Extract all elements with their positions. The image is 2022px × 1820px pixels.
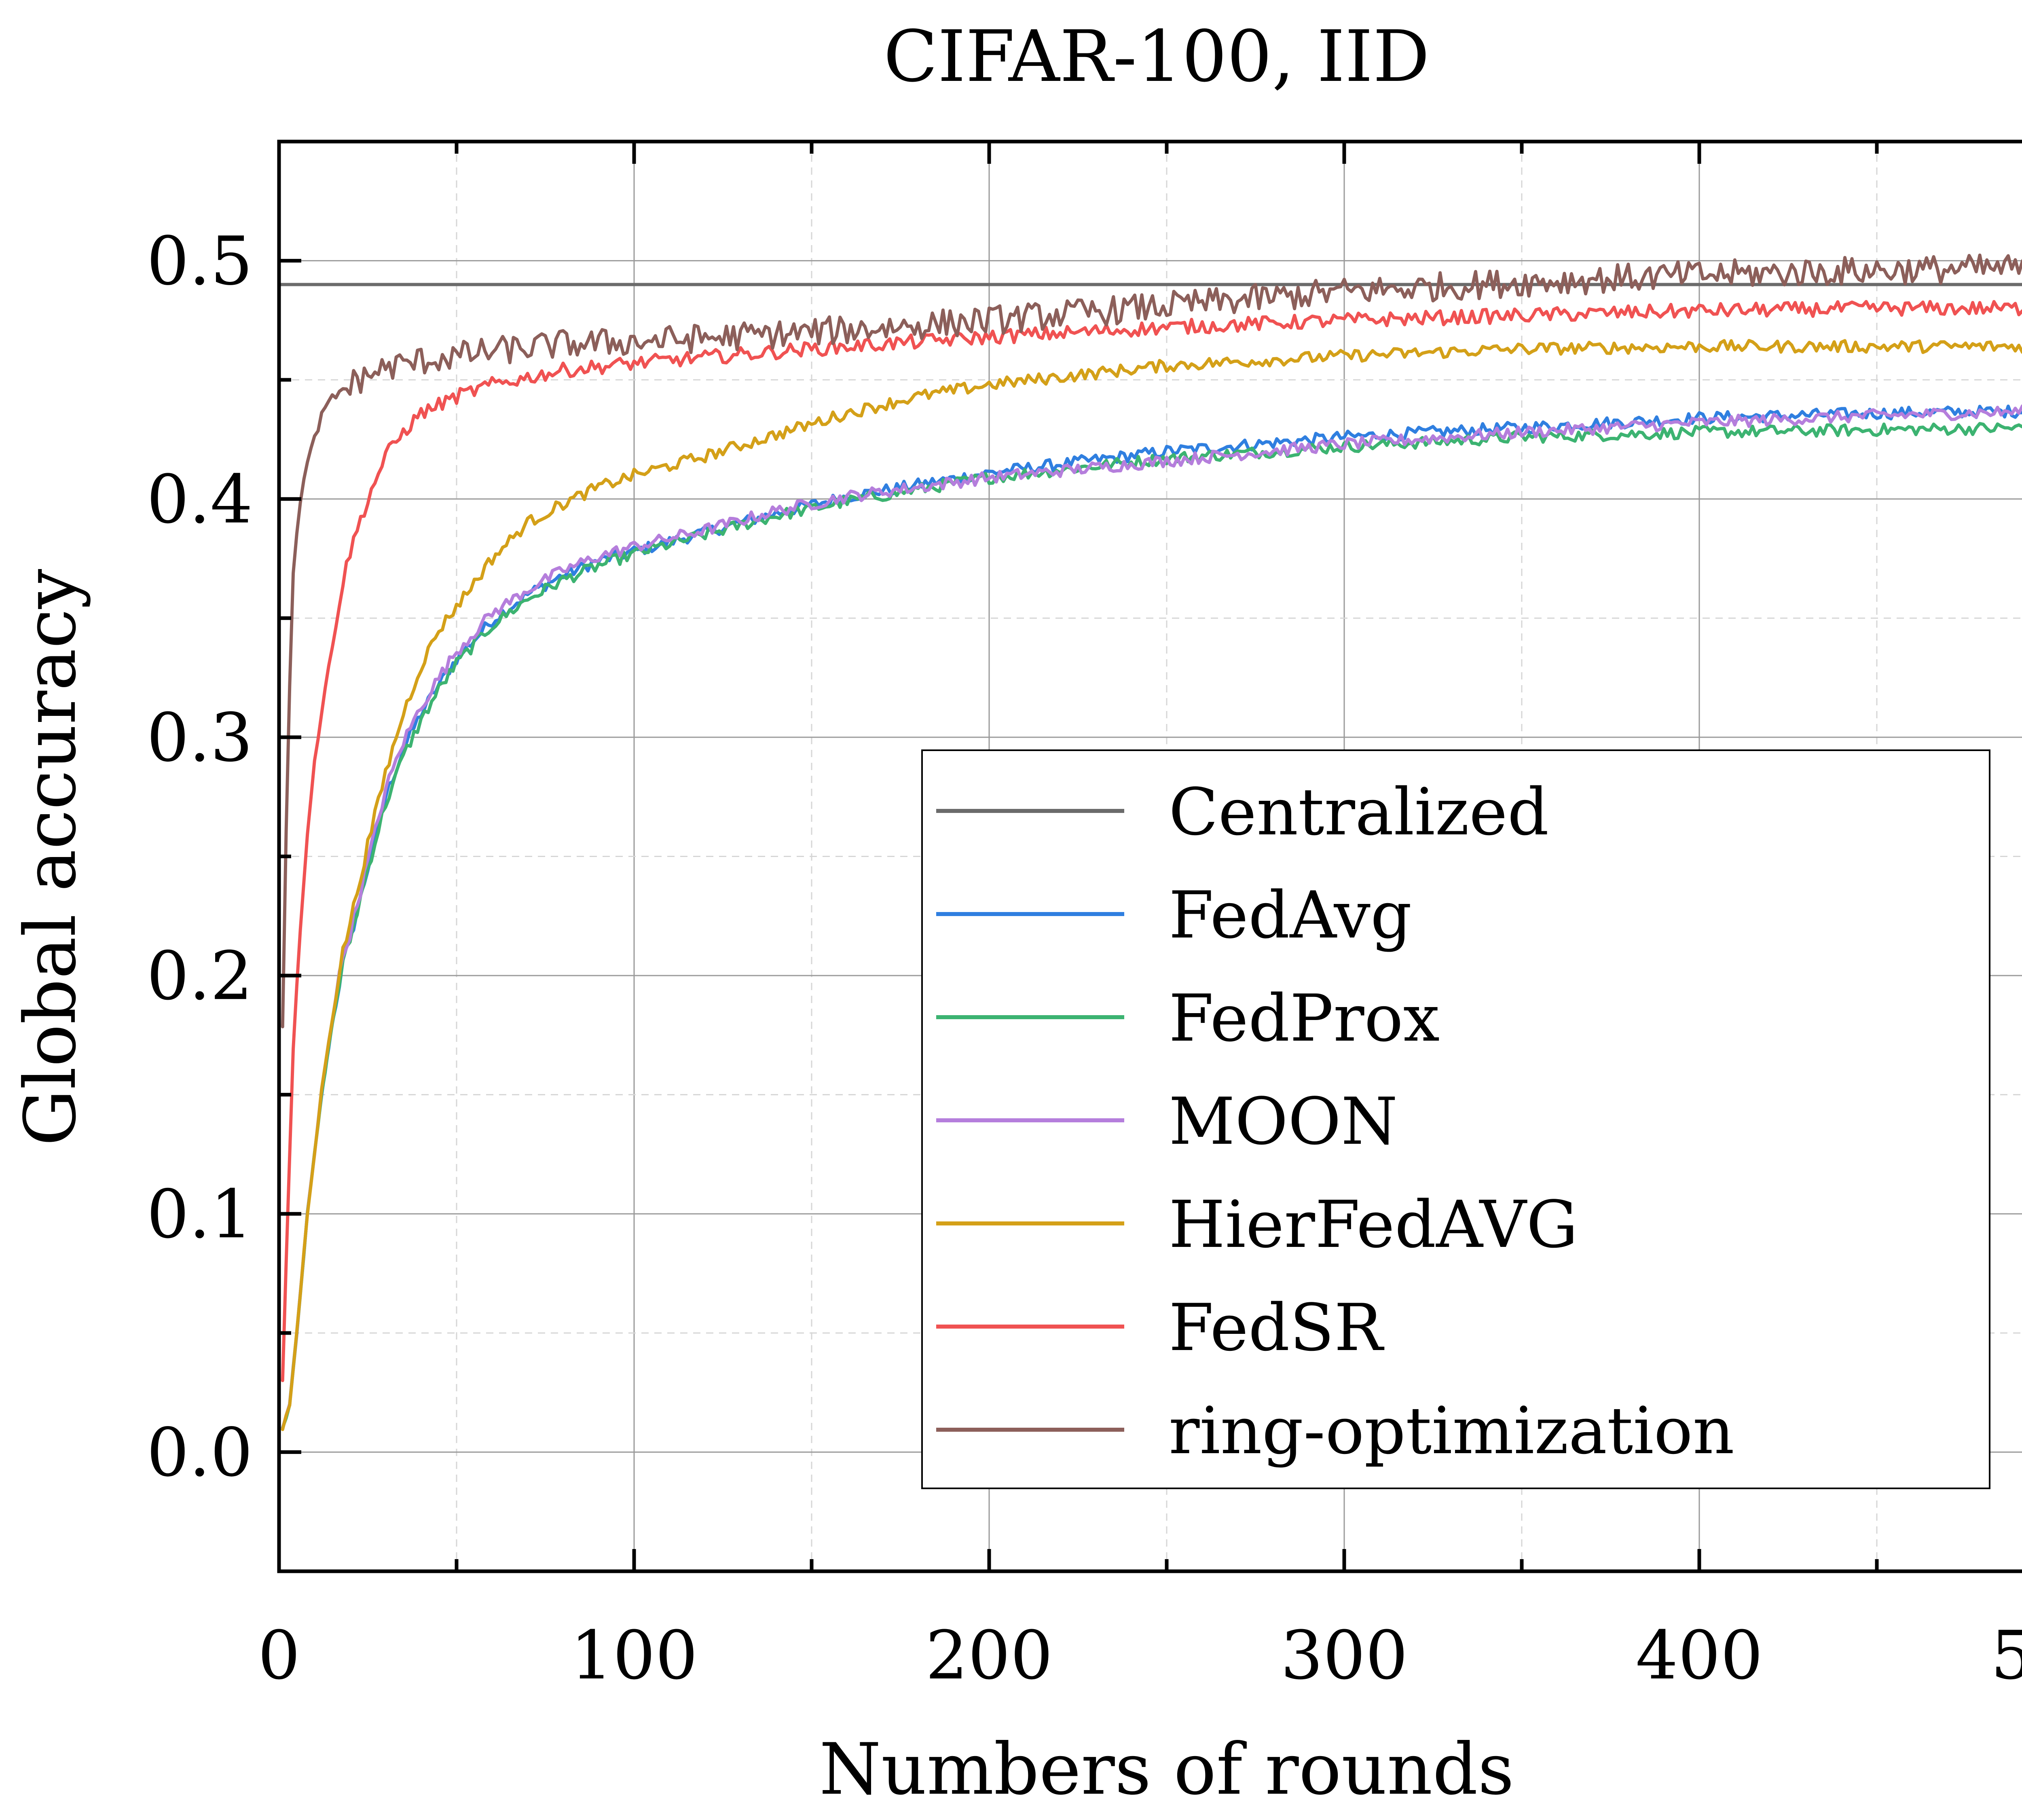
legend-label-fedprox: FedProx (1169, 980, 1440, 1056)
legend-label-centralized: Centralized (1169, 774, 1549, 850)
legend-label-fedavg: FedAvg (1169, 877, 1412, 953)
x-tick-labels: 0 100 200 300 400 500 (258, 1617, 2022, 1694)
y-tick-label: 0.1 (147, 1175, 253, 1253)
x-tick-label: 300 (1281, 1617, 1408, 1694)
legend-label-hierfedavg: HierFedAVG (1169, 1187, 1578, 1262)
series-line-fedavg (281, 404, 2022, 1430)
x-tick-label: 500 (1991, 1617, 2022, 1694)
series-group (277, 253, 2022, 1431)
grid (279, 142, 2022, 1571)
x-axis-label: Numbers of rounds (819, 1729, 1514, 1811)
series-line-moon (281, 404, 2022, 1431)
legend-label-moon: MOON (1169, 1084, 1398, 1159)
y-axis-label: Global accuracy (10, 569, 92, 1146)
legend-label-ring-optimization: ring-optimization (1169, 1393, 1734, 1469)
x-tick-label: 200 (926, 1617, 1053, 1694)
series-line-ring-optimization (281, 253, 2022, 1029)
y-tick-labels: 0.0 0.1 0.2 0.3 0.4 0.5 (147, 222, 253, 1492)
y-tick-label: 0.3 (147, 699, 253, 777)
y-tick-label: 0.2 (147, 937, 253, 1015)
legend-label-fedsr: FedSR (1169, 1290, 1385, 1365)
y-tick-label: 0.4 (147, 461, 253, 538)
chart-title: CIFAR-100, IID (884, 16, 1430, 98)
plot-frame (277, 140, 2022, 1573)
y-tick-label: 0.5 (147, 222, 253, 300)
x-tick-label: 100 (571, 1617, 698, 1694)
legend: Centralized FedAvg FedProx MOON HierFedAVG Fe… (921, 749, 1990, 1489)
x-tick-label: 400 (1636, 1617, 1763, 1694)
series-line-fedsr (281, 300, 2022, 1382)
y-tick-label: 0.0 (147, 1414, 253, 1491)
x-tick-label: 0 (258, 1617, 300, 1694)
series-line-hierfedavg (281, 339, 2022, 1431)
